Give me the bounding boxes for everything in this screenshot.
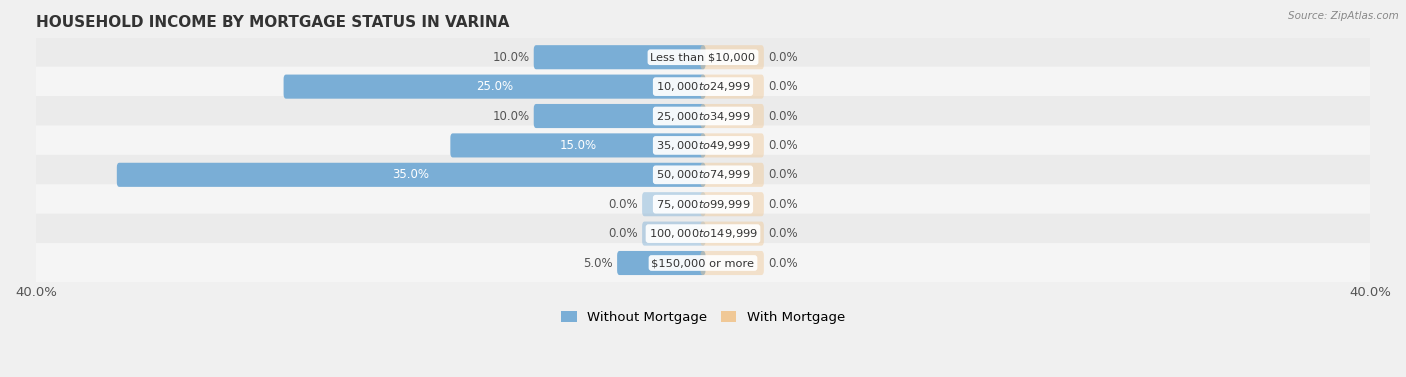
FancyBboxPatch shape [700, 222, 763, 246]
Text: $150,000 or more: $150,000 or more [651, 258, 755, 268]
FancyBboxPatch shape [700, 163, 763, 187]
Text: HOUSEHOLD INCOME BY MORTGAGE STATUS IN VARINA: HOUSEHOLD INCOME BY MORTGAGE STATUS IN V… [37, 15, 509, 30]
FancyBboxPatch shape [700, 192, 763, 216]
Text: 25.0%: 25.0% [477, 80, 513, 93]
Text: 0.0%: 0.0% [768, 80, 797, 93]
FancyBboxPatch shape [617, 251, 706, 275]
FancyBboxPatch shape [450, 133, 706, 158]
Text: 0.0%: 0.0% [768, 168, 797, 181]
Text: $10,000 to $24,999: $10,000 to $24,999 [655, 80, 751, 93]
FancyBboxPatch shape [28, 67, 1378, 107]
Text: 0.0%: 0.0% [768, 198, 797, 211]
Text: 10.0%: 10.0% [492, 51, 530, 64]
Text: $75,000 to $99,999: $75,000 to $99,999 [655, 198, 751, 211]
FancyBboxPatch shape [284, 75, 706, 99]
Text: 5.0%: 5.0% [583, 256, 613, 270]
Text: Less than $10,000: Less than $10,000 [651, 52, 755, 62]
FancyBboxPatch shape [28, 214, 1378, 254]
Text: 0.0%: 0.0% [609, 198, 638, 211]
FancyBboxPatch shape [117, 163, 706, 187]
FancyBboxPatch shape [700, 133, 763, 158]
FancyBboxPatch shape [534, 45, 706, 69]
FancyBboxPatch shape [28, 243, 1378, 283]
Text: $25,000 to $34,999: $25,000 to $34,999 [655, 109, 751, 123]
FancyBboxPatch shape [700, 75, 763, 99]
Text: 0.0%: 0.0% [768, 51, 797, 64]
FancyBboxPatch shape [28, 37, 1378, 77]
FancyBboxPatch shape [700, 45, 763, 69]
Legend: Without Mortgage, With Mortgage: Without Mortgage, With Mortgage [555, 306, 851, 329]
FancyBboxPatch shape [643, 222, 706, 246]
Text: 0.0%: 0.0% [768, 139, 797, 152]
Text: $50,000 to $74,999: $50,000 to $74,999 [655, 168, 751, 181]
FancyBboxPatch shape [28, 126, 1378, 166]
FancyBboxPatch shape [643, 192, 706, 216]
Text: 0.0%: 0.0% [768, 256, 797, 270]
Text: 0.0%: 0.0% [768, 227, 797, 240]
Text: $100,000 to $149,999: $100,000 to $149,999 [648, 227, 758, 240]
FancyBboxPatch shape [534, 104, 706, 128]
FancyBboxPatch shape [28, 155, 1378, 195]
Text: 0.0%: 0.0% [609, 227, 638, 240]
Text: 35.0%: 35.0% [392, 168, 430, 181]
FancyBboxPatch shape [700, 104, 763, 128]
Text: $35,000 to $49,999: $35,000 to $49,999 [655, 139, 751, 152]
Text: 0.0%: 0.0% [768, 109, 797, 123]
Text: 15.0%: 15.0% [560, 139, 596, 152]
Text: 10.0%: 10.0% [492, 109, 530, 123]
Text: Source: ZipAtlas.com: Source: ZipAtlas.com [1288, 11, 1399, 21]
FancyBboxPatch shape [28, 184, 1378, 224]
FancyBboxPatch shape [700, 251, 763, 275]
FancyBboxPatch shape [28, 96, 1378, 136]
